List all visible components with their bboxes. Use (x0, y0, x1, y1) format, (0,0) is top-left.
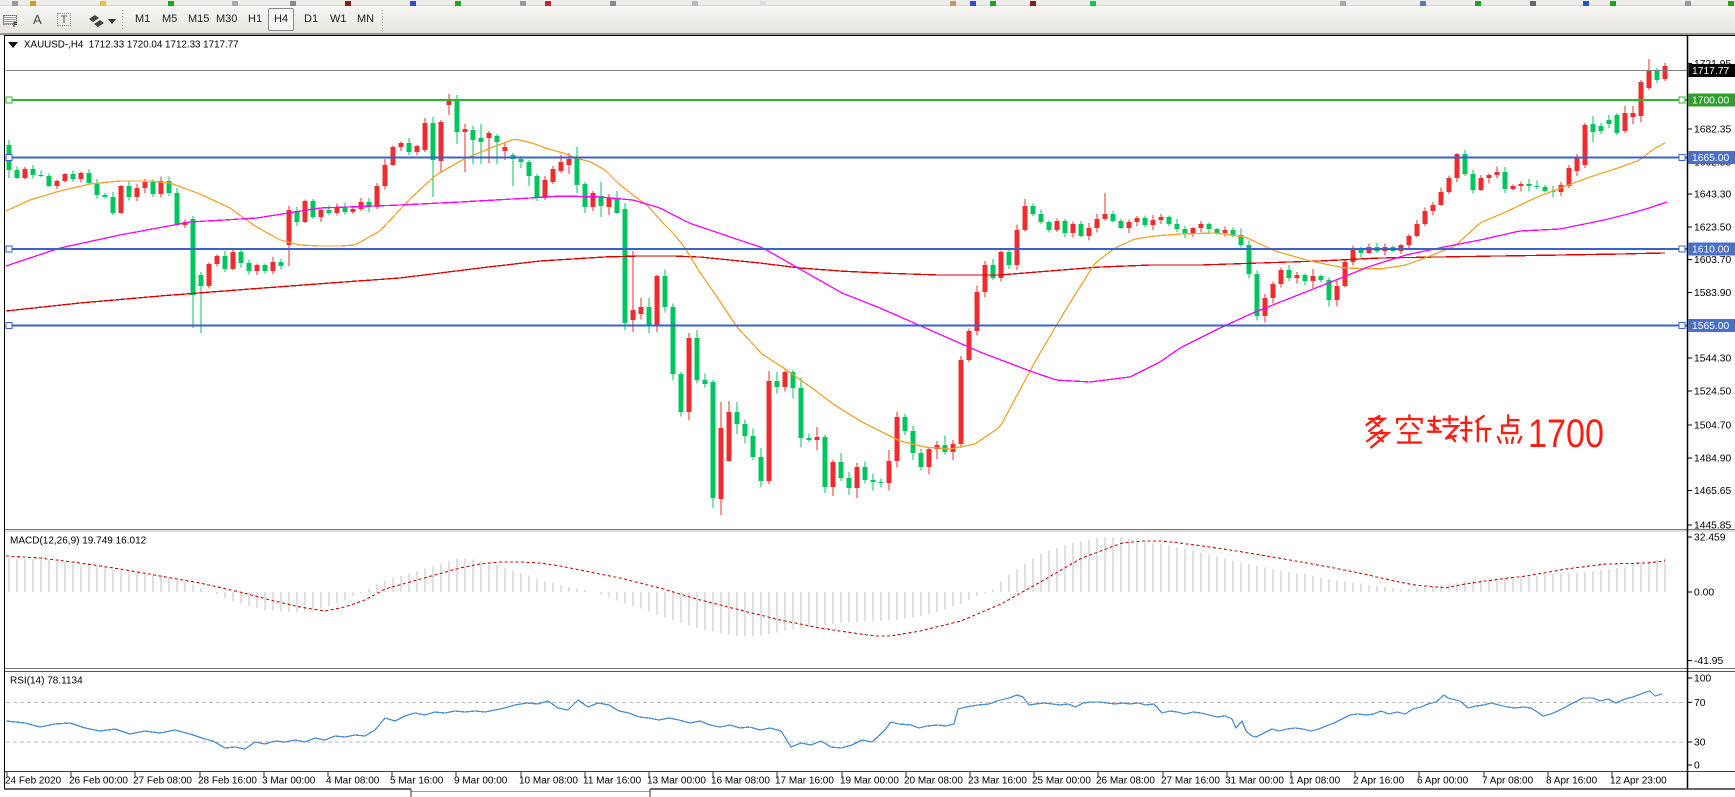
svg-text:12 Apr 23:00: 12 Apr 23:00 (1610, 776, 1667, 787)
svg-text:20 Mar 08:00: 20 Mar 08:00 (904, 776, 963, 787)
svg-text:19 Mar 00:00: 19 Mar 00:00 (840, 776, 899, 787)
svg-text:16 Mar 08:00: 16 Mar 08:00 (711, 776, 770, 787)
svg-text:1643.30: 1643.30 (1694, 190, 1731, 201)
svg-text:26 Mar 08:00: 26 Mar 08:00 (1096, 776, 1155, 787)
svg-text:4 Mar 08:00: 4 Mar 08:00 (326, 776, 380, 787)
svg-text:1445.85: 1445.85 (1694, 521, 1731, 532)
svg-text:1610.00: 1610.00 (1692, 245, 1729, 256)
svg-text:0: 0 (1694, 761, 1700, 772)
svg-text:17 Mar 16:00: 17 Mar 16:00 (775, 776, 834, 787)
svg-text:1603.70: 1603.70 (1694, 255, 1731, 266)
svg-text:11 Mar 16:00: 11 Mar 16:00 (583, 776, 642, 787)
svg-text:-41.95: -41.95 (1694, 656, 1723, 667)
svg-text:1682.35: 1682.35 (1694, 125, 1731, 136)
svg-text:10 Mar 08:00: 10 Mar 08:00 (519, 776, 578, 787)
svg-text:70: 70 (1694, 698, 1706, 709)
svg-text:1700: 1700 (1528, 412, 1604, 456)
svg-text:24 Feb 2020: 24 Feb 2020 (5, 776, 62, 787)
svg-text:1 Apr 08:00: 1 Apr 08:00 (1289, 776, 1341, 787)
svg-text:32.459: 32.459 (1694, 533, 1726, 544)
svg-text:1524.50: 1524.50 (1694, 387, 1731, 398)
svg-text:30: 30 (1694, 738, 1706, 749)
svg-text:RSI(14) 78.1134: RSI(14) 78.1134 (10, 676, 83, 687)
svg-text:13 Mar 00:00: 13 Mar 00:00 (647, 776, 706, 787)
svg-text:28 Feb 16:00: 28 Feb 16:00 (198, 776, 257, 787)
svg-text:0.00: 0.00 (1694, 588, 1714, 599)
svg-text:25 Mar 00:00: 25 Mar 00:00 (1032, 776, 1091, 787)
svg-text:1565.00: 1565.00 (1692, 321, 1729, 332)
svg-text:6 Apr 00:00: 6 Apr 00:00 (1417, 776, 1469, 787)
svg-text:27 Feb 08:00: 27 Feb 08:00 (133, 776, 192, 787)
svg-text:27 Mar 16:00: 27 Mar 16:00 (1161, 776, 1220, 787)
svg-text:XAUUSD-,H4 1712.33 1720.04 17: XAUUSD-,H4 1712.33 1720.04 1712.33 1717.… (24, 40, 239, 51)
svg-text:MACD(12,26,9) 19.749 16.012: MACD(12,26,9) 19.749 16.012 (10, 536, 147, 547)
svg-text:1700.00: 1700.00 (1692, 96, 1729, 107)
svg-text:2 Apr 16:00: 2 Apr 16:00 (1353, 776, 1405, 787)
svg-text:1583.90: 1583.90 (1694, 288, 1731, 299)
svg-text:3 Mar 00:00: 3 Mar 00:00 (262, 776, 316, 787)
svg-text:23 Mar 16:00: 23 Mar 16:00 (968, 776, 1027, 787)
svg-text:5 Mar 16:00: 5 Mar 16:00 (390, 776, 444, 787)
svg-text:26 Feb 00:00: 26 Feb 00:00 (69, 776, 128, 787)
svg-text:1544.30: 1544.30 (1694, 354, 1731, 365)
svg-text:100: 100 (1694, 674, 1711, 685)
svg-text:1665.00: 1665.00 (1692, 153, 1729, 164)
svg-text:1623.50: 1623.50 (1694, 223, 1731, 234)
svg-text:1484.90: 1484.90 (1694, 454, 1731, 465)
svg-text:1504.70: 1504.70 (1694, 421, 1731, 432)
svg-text:7 Apr 08:00: 7 Apr 08:00 (1482, 776, 1534, 787)
svg-text:31 Mar 00:00: 31 Mar 00:00 (1225, 776, 1284, 787)
svg-text:1717.77: 1717.77 (1692, 66, 1729, 77)
svg-text:9 Mar 00:00: 9 Mar 00:00 (454, 776, 508, 787)
svg-text:8 Apr 16:00: 8 Apr 16:00 (1546, 776, 1598, 787)
svg-text:1465.65: 1465.65 (1694, 486, 1731, 497)
